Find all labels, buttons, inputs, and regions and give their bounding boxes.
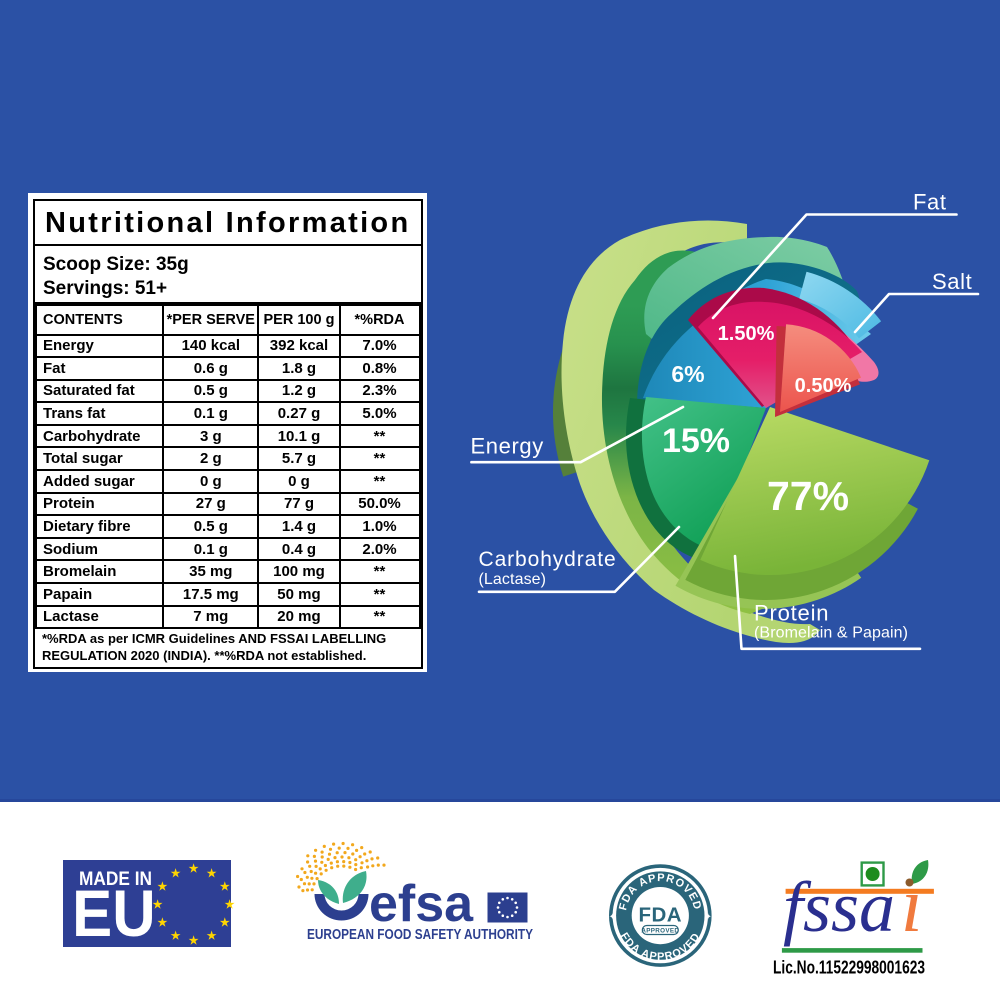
svg-text:77%: 77% — [767, 473, 849, 519]
svg-text:(Bromelain & Papain): (Bromelain & Papain) — [754, 625, 908, 642]
svg-text:(Lactase): (Lactase) — [479, 571, 547, 588]
svg-text:✦: ✦ — [609, 911, 617, 921]
svg-text:1.50%: 1.50% — [718, 323, 775, 345]
svg-text:efsa: efsa — [369, 875, 474, 933]
svg-text:Lic.No.11522998001623: Lic.No.11522998001623 — [773, 958, 925, 978]
svg-text:Salt: Salt — [932, 269, 972, 294]
svg-text:15%: 15% — [662, 422, 730, 460]
svg-text:FDA: FDA — [638, 904, 682, 927]
svg-text:Fat: Fat — [913, 190, 947, 215]
svg-text:✦: ✦ — [704, 911, 712, 921]
svg-text:fssa: fssa — [783, 867, 895, 947]
svg-text:0.50%: 0.50% — [795, 375, 852, 397]
svg-text:Carbohydrate: Carbohydrate — [479, 548, 617, 571]
svg-text:EU: EU — [72, 877, 155, 950]
svg-text:APPROVED: APPROVED — [641, 928, 679, 935]
svg-text:EUROPEAN FOOD SAFETY AUTHORITY: EUROPEAN FOOD SAFETY AUTHORITY — [307, 927, 533, 943]
svg-text:Protein: Protein — [754, 601, 829, 626]
svg-text:MADE IN: MADE IN — [79, 868, 152, 890]
svg-text:6%: 6% — [671, 361, 704, 387]
svg-text:Energy: Energy — [471, 434, 544, 459]
